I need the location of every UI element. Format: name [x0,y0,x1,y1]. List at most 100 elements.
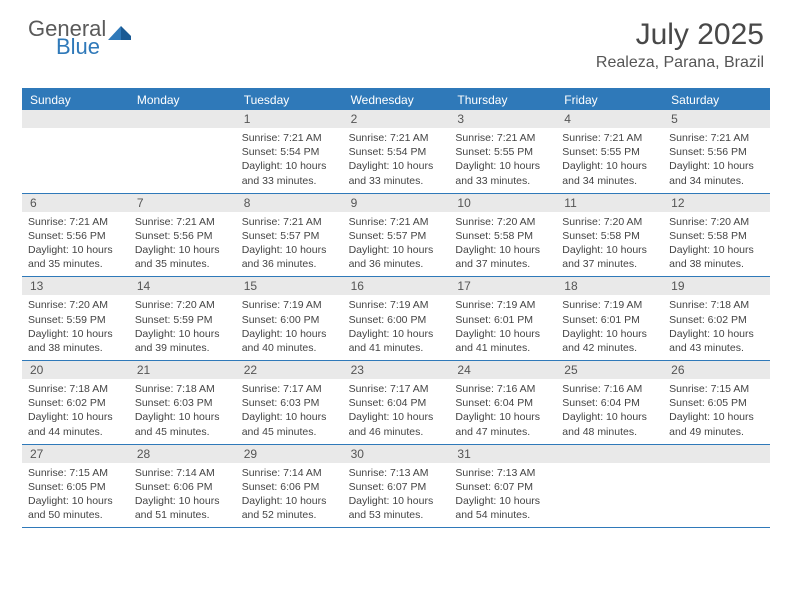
sunrise: Sunrise: 7:13 AM [349,466,444,480]
header: GeneralBlue July 2025 Realeza, Parana, B… [0,0,792,80]
calendar-cell: 6Sunrise: 7:21 AMSunset: 5:56 PMDaylight… [22,194,129,277]
calendar-cell: 18Sunrise: 7:19 AMSunset: 6:01 PMDayligh… [556,277,663,360]
sunset: Sunset: 6:02 PM [28,396,123,410]
sunrise: Sunrise: 7:21 AM [242,215,337,229]
cell-body: Sunrise: 7:16 AMSunset: 6:04 PMDaylight:… [449,379,556,444]
cell-body: Sunrise: 7:20 AMSunset: 5:58 PMDaylight:… [556,212,663,277]
day-number: 11 [556,194,663,212]
cell-body: Sunrise: 7:20 AMSunset: 5:58 PMDaylight:… [449,212,556,277]
sunset: Sunset: 6:01 PM [455,313,550,327]
day-number: 8 [236,194,343,212]
dayhead-sunday: Sunday [22,90,129,110]
sunset: Sunset: 5:55 PM [455,145,550,159]
sunrise: Sunrise: 7:17 AM [349,382,444,396]
daylight: Daylight: 10 hours and 37 minutes. [455,243,550,271]
sunrise: Sunrise: 7:19 AM [455,298,550,312]
cell-body: Sunrise: 7:16 AMSunset: 6:04 PMDaylight:… [556,379,663,444]
day-number: 27 [22,445,129,463]
sunset: Sunset: 5:58 PM [562,229,657,243]
cell-body: Sunrise: 7:13 AMSunset: 6:07 PMDaylight:… [449,463,556,528]
sunset: Sunset: 5:57 PM [242,229,337,243]
cell-body: Sunrise: 7:14 AMSunset: 6:06 PMDaylight:… [129,463,236,528]
dayhead-wednesday: Wednesday [343,90,450,110]
calendar-cell: 21Sunrise: 7:18 AMSunset: 6:03 PMDayligh… [129,361,236,444]
daylight: Daylight: 10 hours and 35 minutes. [135,243,230,271]
sunrise: Sunrise: 7:13 AM [455,466,550,480]
dayhead-friday: Friday [556,90,663,110]
calendar-cell: 17Sunrise: 7:19 AMSunset: 6:01 PMDayligh… [449,277,556,360]
daylight: Daylight: 10 hours and 33 minutes. [242,159,337,187]
day-number: 1 [236,110,343,128]
calendar-cell: 8 Sunrise: 7:21 AMSunset: 5:57 PMDaylight… [236,194,343,277]
day-number: 31 [449,445,556,463]
calendar-cell: 26Sunrise: 7:15 AMSunset: 6:05 PMDayligh… [663,361,770,444]
daylight: Daylight: 10 hours and 51 minutes. [135,494,230,522]
sunset: Sunset: 5:54 PM [349,145,444,159]
cell-body: Sunrise: 7:19 AMSunset: 6:01 PMDaylight:… [556,295,663,360]
day-number [22,110,129,128]
calendar-cell: 24Sunrise: 7:16 AMSunset: 6:04 PMDayligh… [449,361,556,444]
day-number: 6 [22,194,129,212]
location: Realeza, Parana, Brazil [596,54,764,72]
calendar-cell: 14Sunrise: 7:20 AMSunset: 5:59 PMDayligh… [129,277,236,360]
weeks-container: 1Sunrise: 7:21 AMSunset: 5:54 PMDaylight… [22,110,770,528]
day-number: 29 [236,445,343,463]
sunrise: Sunrise: 7:18 AM [28,382,123,396]
cell-body: Sunrise: 7:21 AMSunset: 5:55 PMDaylight:… [556,128,663,193]
sunset: Sunset: 5:56 PM [135,229,230,243]
day-number: 24 [449,361,556,379]
page-title: July 2025 [596,18,764,52]
day-number: 26 [663,361,770,379]
day-number [663,445,770,463]
sunrise: Sunrise: 7:15 AM [28,466,123,480]
sunset: Sunset: 6:05 PM [669,396,764,410]
sunset: Sunset: 6:00 PM [349,313,444,327]
dayhead-saturday: Saturday [663,90,770,110]
calendar-cell: 9Sunrise: 7:21 AMSunset: 5:57 PMDaylight… [343,194,450,277]
cell-body [663,463,770,471]
day-number: 5 [663,110,770,128]
daylight: Daylight: 10 hours and 34 minutes. [562,159,657,187]
day-number: 10 [449,194,556,212]
sunrise: Sunrise: 7:21 AM [349,131,444,145]
cell-body: Sunrise: 7:20 AMSunset: 5:59 PMDaylight:… [129,295,236,360]
sunrise: Sunrise: 7:21 AM [242,131,337,145]
calendar-cell: 2Sunrise: 7:21 AMSunset: 5:54 PMDaylight… [343,110,450,193]
cell-body: Sunrise: 7:19 AMSunset: 6:00 PMDaylight:… [343,295,450,360]
daylight: Daylight: 10 hours and 41 minutes. [349,327,444,355]
day-header-row: Sunday Monday Tuesday Wednesday Thursday… [22,90,770,110]
cell-body: Sunrise: 7:21 AMSunset: 5:55 PMDaylight:… [449,128,556,193]
cell-body: Sunrise: 7:21 AMSunset: 5:56 PMDaylight:… [663,128,770,193]
daylight: Daylight: 10 hours and 45 minutes. [135,410,230,438]
sunset: Sunset: 5:59 PM [135,313,230,327]
calendar-cell: 11Sunrise: 7:20 AMSunset: 5:58 PMDayligh… [556,194,663,277]
day-number: 12 [663,194,770,212]
sunset: Sunset: 6:06 PM [242,480,337,494]
sunset: Sunset: 6:04 PM [562,396,657,410]
sunset: Sunset: 6:07 PM [455,480,550,494]
calendar-cell: 5Sunrise: 7:21 AMSunset: 5:56 PMDaylight… [663,110,770,193]
day-number: 7 [129,194,236,212]
cell-body: Sunrise: 7:17 AMSunset: 6:03 PMDaylight:… [236,379,343,444]
day-number: 17 [449,277,556,295]
daylight: Daylight: 10 hours and 38 minutes. [669,243,764,271]
daylight: Daylight: 10 hours and 36 minutes. [242,243,337,271]
calendar-cell: 23Sunrise: 7:17 AMSunset: 6:04 PMDayligh… [343,361,450,444]
sunrise: Sunrise: 7:19 AM [562,298,657,312]
calendar-cell: 22Sunrise: 7:17 AMSunset: 6:03 PMDayligh… [236,361,343,444]
sunset: Sunset: 6:02 PM [669,313,764,327]
sunrise: Sunrise: 7:14 AM [135,466,230,480]
sunset: Sunset: 5:56 PM [669,145,764,159]
sunset: Sunset: 6:03 PM [242,396,337,410]
sunset: Sunset: 5:58 PM [669,229,764,243]
cell-body: Sunrise: 7:19 AMSunset: 6:01 PMDaylight:… [449,295,556,360]
cell-body: Sunrise: 7:20 AMSunset: 5:59 PMDaylight:… [22,295,129,360]
daylight: Daylight: 10 hours and 48 minutes. [562,410,657,438]
calendar-cell: 3Sunrise: 7:21 AMSunset: 5:55 PMDaylight… [449,110,556,193]
sunrise: Sunrise: 7:20 AM [28,298,123,312]
sunrise: Sunrise: 7:19 AM [349,298,444,312]
sunrise: Sunrise: 7:20 AM [669,215,764,229]
cell-body: Sunrise: 7:21 AMSunset: 5:54 PMDaylight:… [236,128,343,193]
sunrise: Sunrise: 7:21 AM [28,215,123,229]
cell-body: Sunrise: 7:18 AMSunset: 6:03 PMDaylight:… [129,379,236,444]
